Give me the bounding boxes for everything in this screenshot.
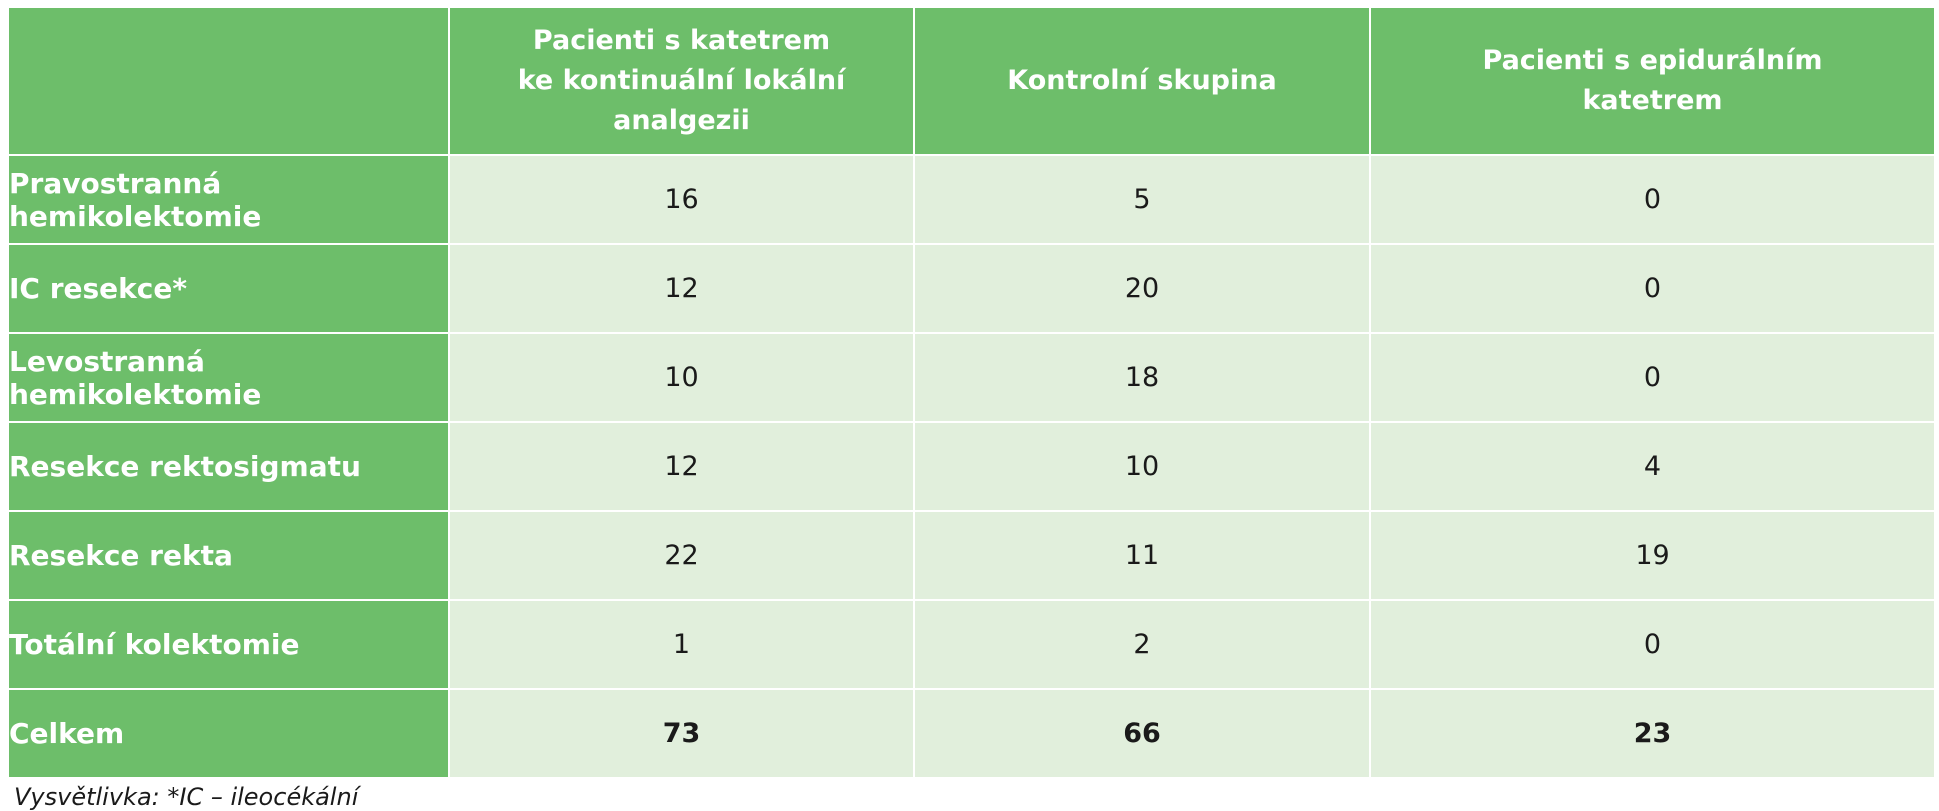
table-cell: 12 [448, 243, 915, 334]
row-label: Levostranná hemikolektomie [7, 332, 450, 423]
table-total-row: Celkem 73 66 23 [7, 688, 1936, 779]
table-cell: 12 [448, 421, 915, 512]
table-cell: 20 [913, 243, 1371, 334]
table-row: Totální kolektomie 1 2 0 [7, 599, 1936, 690]
table-cell: 18 [913, 332, 1371, 423]
table-cell: 10 [913, 421, 1371, 512]
table-cell: 1 [448, 599, 915, 690]
row-label: IC resekce* [7, 243, 450, 334]
row-label: Totální kolektomie [7, 599, 450, 690]
table-cell: 10 [448, 332, 915, 423]
table-cell: 0 [1369, 243, 1936, 334]
table-cell: 2 [913, 599, 1371, 690]
table-cell: 0 [1369, 154, 1936, 245]
table-cell: 16 [448, 154, 915, 245]
table-cell: 5 [913, 154, 1371, 245]
row-label: Celkem [7, 688, 450, 779]
table-cell: 0 [1369, 599, 1936, 690]
table-cell: 22 [448, 510, 915, 601]
table-cell: 73 [448, 688, 915, 779]
table-row: Pravostranná hemikolektomie 16 5 0 [7, 154, 1936, 245]
table-row: Levostranná hemikolektomie 10 18 0 [7, 332, 1936, 423]
table-cell: 4 [1369, 421, 1936, 512]
row-label: Resekce rekta [7, 510, 450, 601]
table-row: Resekce rektosigmatu 12 10 4 [7, 421, 1936, 512]
header-empty-corner [7, 6, 450, 156]
table-header-row: Pacienti s katetrem ke kontinuální lokál… [7, 6, 1936, 156]
table-cell: 11 [913, 510, 1371, 601]
table-cell: 66 [913, 688, 1371, 779]
table-row: IC resekce* 12 20 0 [7, 243, 1936, 334]
table-cell: 19 [1369, 510, 1936, 601]
row-label: Resekce rektosigmatu [7, 421, 450, 512]
table-row: Resekce rekta 22 11 19 [7, 510, 1936, 601]
row-label: Pravostranná hemikolektomie [7, 154, 450, 245]
table-footnote: Vysvětlivka: *IC – ileocékální [14, 783, 359, 811]
table-cell: 23 [1369, 688, 1936, 779]
table-cell: 0 [1369, 332, 1936, 423]
header-control-group: Kontrolní skupina [913, 6, 1371, 156]
surgery-distribution-table: Pacienti s katetrem ke kontinuální lokál… [7, 6, 1936, 779]
header-catheter-local-analgesia: Pacienti s katetrem ke kontinuální lokál… [448, 6, 915, 156]
header-epidural-catheter: Pacienti s epidurálním katetrem [1369, 6, 1936, 156]
